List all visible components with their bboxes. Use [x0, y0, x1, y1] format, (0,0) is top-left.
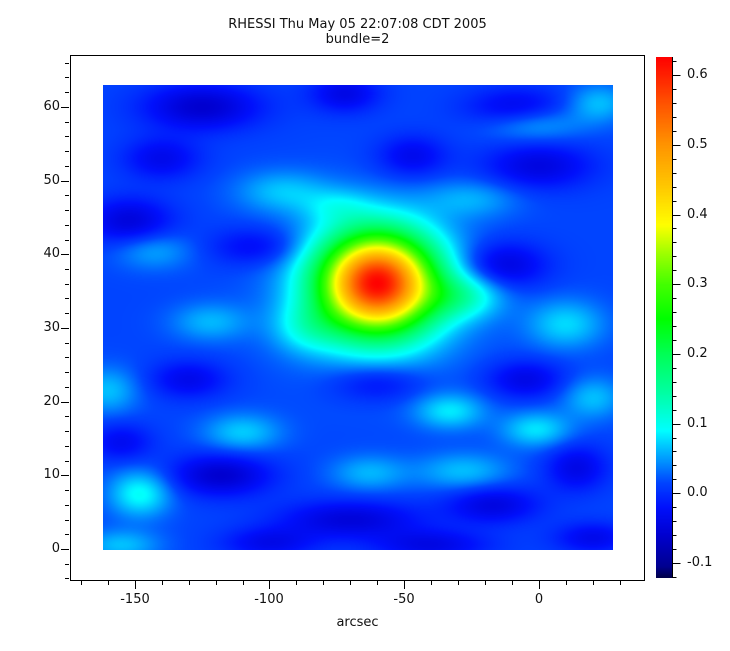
y-tick-label: 20 [43, 394, 60, 409]
x-tick-label: -100 [254, 592, 284, 607]
y-tick-label: 30 [43, 320, 60, 335]
y-tick-label: 60 [43, 99, 60, 114]
colorbar-tick-label: 0.2 [687, 346, 708, 361]
x-axis-title: arcsec [336, 615, 379, 630]
title-block: RHESSI Thu May 05 22:07:08 CDT 2005 bund… [70, 17, 645, 47]
colorbar-tick-label: 0.4 [687, 207, 708, 222]
y-tick-label: 10 [43, 467, 60, 482]
colorbar-tick-label: 0.5 [687, 137, 708, 152]
colorbar-tick-label: -0.1 [687, 555, 713, 570]
y-tick-label: 40 [43, 246, 60, 261]
x-tick-label: -150 [120, 592, 150, 607]
y-tick-label: 50 [43, 173, 60, 188]
heatmap-canvas [103, 85, 613, 550]
colorbar-tick-label: 0.1 [687, 416, 708, 431]
colorbar [656, 57, 672, 578]
chart-title: RHESSI Thu May 05 22:07:08 CDT 2005 [228, 17, 487, 32]
x-tick-label: -50 [393, 592, 415, 607]
colorbar-tick-label: 0.0 [687, 485, 708, 500]
x-tick-label: 0 [534, 592, 544, 607]
y-tick-label: 0 [51, 541, 60, 556]
colorbar-tick-label: 0.3 [687, 276, 708, 291]
colorbar-tick-label: 0.6 [687, 67, 708, 82]
chart-subtitle: bundle=2 [325, 32, 390, 47]
